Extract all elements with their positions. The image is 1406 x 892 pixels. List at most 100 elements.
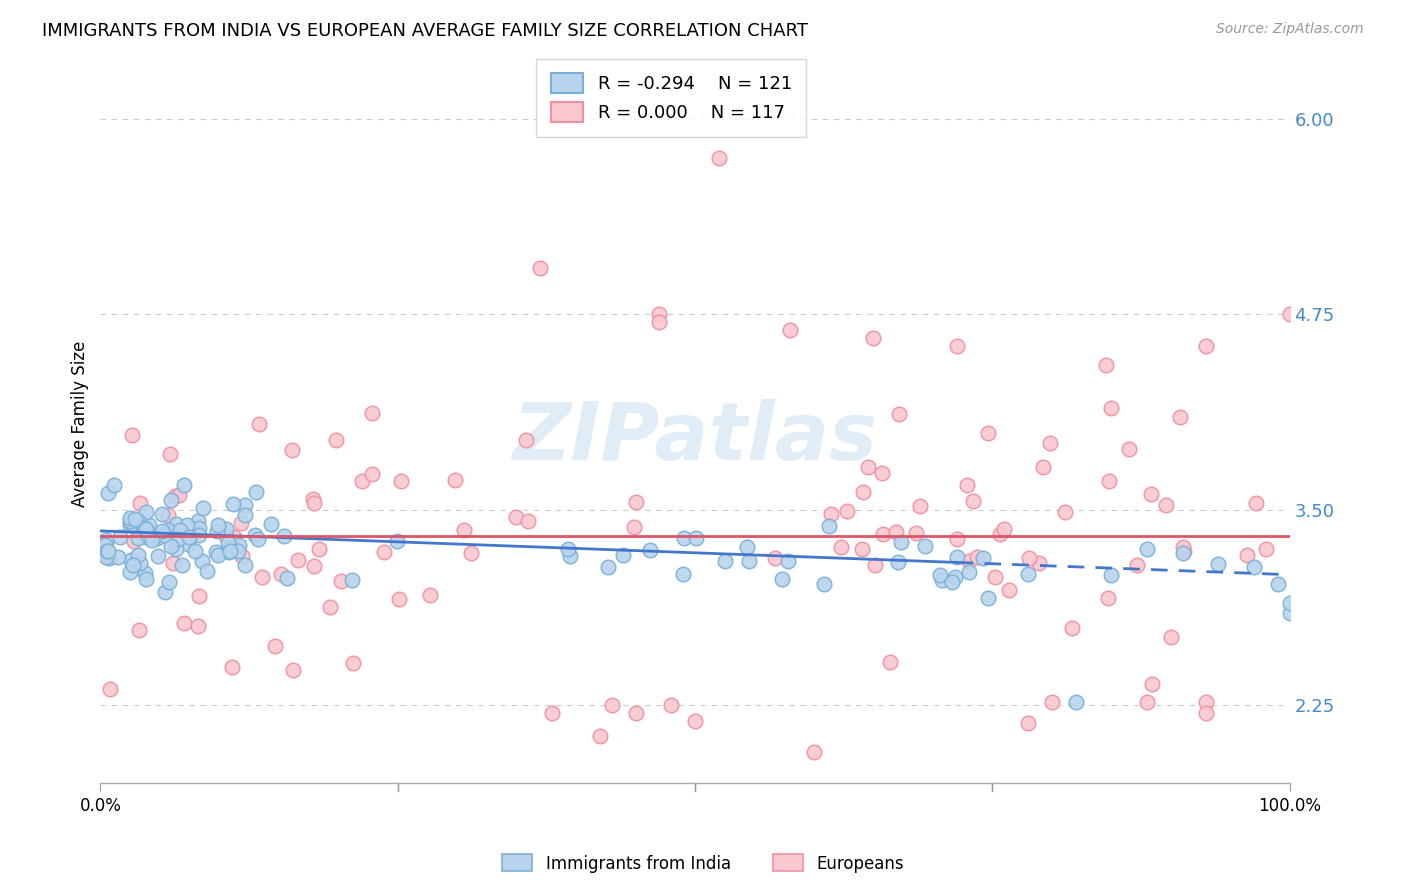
Legend: Immigrants from India, Europeans: Immigrants from India, Europeans [496,847,910,880]
Point [373,545,395,559]
Point [1195,339,1218,353]
Point [391,474,413,488]
Point [146,549,169,563]
Point [302,496,325,510]
Point [1173,541,1195,555]
Y-axis label: Average Family Size: Average Family Size [72,341,89,507]
Point [191,554,214,568]
Point [118,517,141,532]
Point [188,590,211,604]
Point [128,623,150,637]
Point [858,460,880,475]
Point [820,507,842,521]
Point [1206,557,1229,571]
Point [96,536,118,550]
Point [1140,486,1163,500]
Point [141,533,163,548]
Point [941,575,963,590]
Point [195,564,218,578]
Point [177,537,200,551]
Point [803,745,825,759]
Point [931,573,953,587]
Point [108,530,131,544]
Point [1126,558,1149,572]
Point [460,546,482,560]
Point [342,656,364,670]
Point [1017,567,1039,582]
Point [612,548,634,562]
Point [222,497,245,511]
Point [156,508,179,522]
Point [157,523,180,537]
Point [222,530,245,544]
Point [360,467,382,482]
Point [205,524,228,538]
Point [914,539,936,553]
Point [176,517,198,532]
Point [1195,706,1218,720]
Point [517,514,540,528]
Point [135,505,157,519]
Point [135,572,157,586]
Point [179,530,201,544]
Point [139,527,162,541]
Point [1094,359,1116,373]
Point [419,588,441,602]
Point [340,574,363,588]
Point [97,486,120,500]
Point [233,508,256,523]
Point [1028,556,1050,570]
Point [385,534,408,549]
Point [737,554,759,568]
Point [818,518,841,533]
Point [173,478,195,492]
Point [134,524,156,538]
Point [946,532,969,546]
Point [1060,621,1083,635]
Point [187,619,209,633]
Point [1118,442,1140,456]
Point [127,522,149,536]
Point [215,529,238,543]
Point [541,706,564,720]
Point [281,664,304,678]
Point [121,516,143,531]
Point [98,681,121,696]
Point [264,639,287,653]
Point [1136,695,1159,709]
Point [977,591,1000,606]
Point [998,582,1021,597]
Point [1064,695,1087,709]
Point [988,527,1011,541]
Point [1168,410,1191,425]
Point [776,553,799,567]
Point [863,558,886,572]
Point [943,570,966,584]
Point [851,541,873,556]
Point [247,533,270,547]
Point [672,531,695,545]
Point [1097,591,1119,605]
Point [132,521,155,535]
Point [1195,695,1218,709]
Point [862,331,884,345]
Point [589,730,612,744]
Point [245,484,267,499]
Point [640,543,662,558]
Point [191,501,214,516]
Point [172,558,194,572]
Point [1140,677,1163,691]
Point [813,576,835,591]
Point [218,545,240,559]
Point [124,511,146,525]
Point [600,698,623,713]
Point [302,491,325,506]
Point [107,550,129,565]
Point [97,544,120,558]
Point [672,566,695,581]
Point [685,531,707,545]
Point [215,523,238,537]
Point [837,504,859,518]
Point [1171,546,1194,560]
Point [219,544,242,558]
